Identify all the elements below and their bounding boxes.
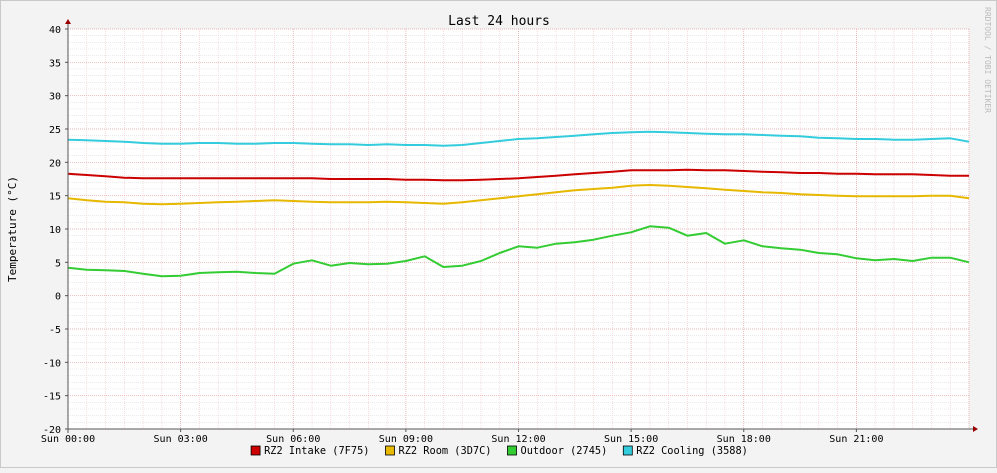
y-tick-label: 0 [55,292,61,303]
x-tick-label: Sun 00:00 [41,434,95,445]
y-tick-label: 20 [49,158,61,169]
y-tick-label: -15 [43,392,61,403]
legend-label-2: Outdoor (2745) [521,445,608,457]
legend-swatch-2 [507,445,517,456]
y-tick-label: 40 [49,25,61,36]
y-tick-label: 15 [49,192,61,203]
y-tick-labels: -20 -15 -10 -5 0 5 10 15 20 25 30 35 40 [43,25,61,436]
x-tick-label: Sun 12:00 [491,434,545,445]
x-tick-label: Sun 21:00 [829,434,883,445]
x-tick-label: Sun 15:00 [604,434,658,445]
series-line-2 [67,225,970,278]
x-tick-label: Sun 03:00 [154,434,208,445]
legend-label-0: RZ2 Intake (7F75) [264,445,369,457]
chart-title: Last 24 hours [448,14,550,29]
legend-label-1: RZ2 Room (3D7C) [399,445,492,457]
x-axis-arrow [973,426,978,432]
legend-swatch-3 [622,445,633,456]
series-line-1 [67,184,970,206]
y-tick-label: 10 [49,225,61,236]
x-tick-label: Sun 06:00 [266,434,320,445]
series-line-3 [67,130,970,147]
y-tick-label: 25 [49,125,61,136]
y-tick-label: 35 [49,58,61,69]
y-tick-label: -5 [49,325,61,336]
x-tick-label: Sun 09:00 [379,434,433,445]
legend-swatch-1 [385,445,395,456]
major-grid [67,28,970,430]
x-tick-label: Sun 18:00 [717,434,771,445]
y-tick-label: -20 [43,425,61,436]
y-axis-arrow [65,19,71,24]
series-layer [67,130,970,278]
watermark-text: RRDTOOL / TOBI OETIKER [983,7,992,113]
y-tick-label: 5 [55,258,61,269]
legend-swatch-0 [250,445,261,456]
legend-label-3: RZ2 Cooling (3588) [636,445,748,457]
axes-layer [65,19,978,433]
series-line-0 [67,168,969,182]
y-tick-label: -10 [43,358,61,369]
legend: RZ2 Intake (7F75) RZ2 Room (3D7C) Outdoor … [250,445,748,457]
x-tick-labels: Sun 00:00 Sun 03:00 Sun 06:00 Sun 09:00 Sun … [41,434,884,445]
y-tick-label: 30 [49,92,61,103]
y-axis-label: Temperature (°C) [6,176,19,282]
